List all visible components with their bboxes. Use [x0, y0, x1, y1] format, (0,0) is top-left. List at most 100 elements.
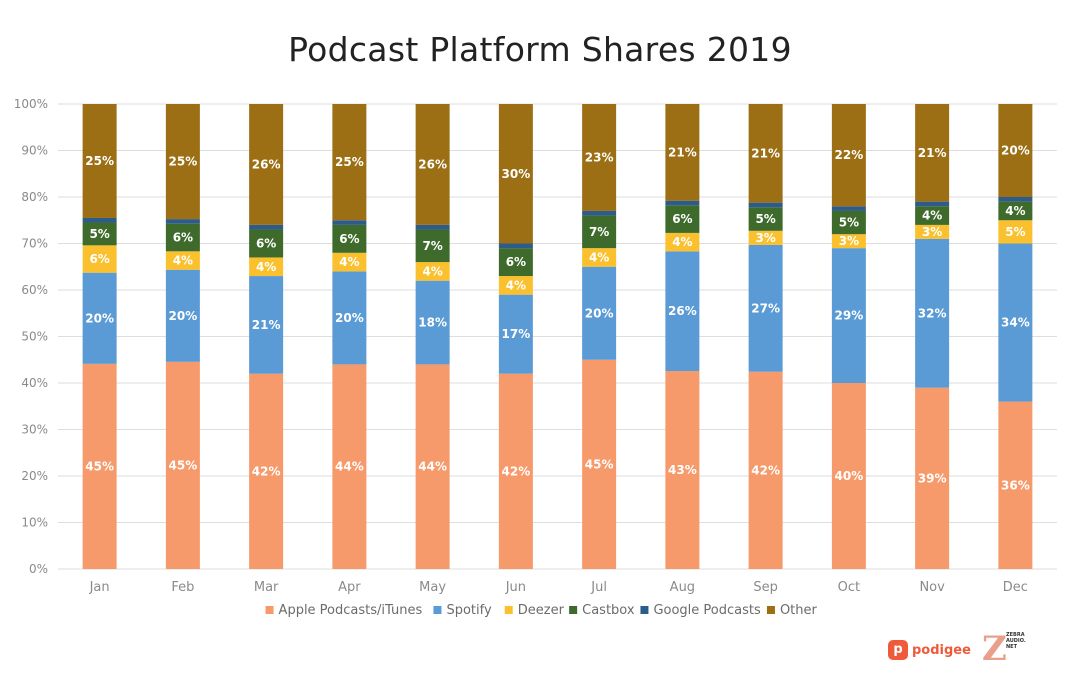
bar-segment — [332, 220, 367, 225]
data-label: 22% — [835, 148, 864, 162]
bar-segment — [831, 234, 866, 249]
x-tick-label: Dec — [1003, 580, 1028, 595]
bar-segment — [415, 224, 450, 230]
bar-segment — [249, 257, 284, 277]
x-tick-label: Apr — [338, 580, 361, 595]
data-label: 21% — [751, 146, 780, 160]
data-label: 21% — [252, 318, 281, 332]
y-tick-label: 70% — [21, 237, 48, 251]
y-tick-label: 30% — [21, 423, 48, 437]
legend-item: Other — [766, 603, 818, 618]
data-label: 21% — [668, 145, 697, 159]
data-label: 20% — [169, 309, 198, 323]
bar-segment — [249, 104, 284, 225]
data-label: 27% — [751, 301, 780, 315]
data-label: 4% — [506, 278, 526, 292]
legend-swatch — [766, 606, 775, 614]
data-label: 4% — [589, 250, 609, 264]
y-axis: 0% 10% 20% 30% 40% 50% 60% 70% 80% 90% 100% — [14, 97, 48, 576]
legend-swatch — [504, 606, 513, 614]
bar-segment — [665, 371, 700, 569]
data-label: 20% — [585, 306, 614, 320]
bar-segment — [665, 104, 700, 201]
data-label: 4% — [173, 254, 193, 268]
bar-segment — [998, 201, 1033, 221]
data-label: 42% — [502, 464, 531, 478]
data-label: 34% — [1001, 316, 1030, 330]
bar-segment — [915, 104, 950, 202]
data-label: 4% — [256, 260, 276, 274]
legend-label: Spotify — [446, 603, 492, 618]
data-label: 4% — [672, 235, 692, 249]
bar-segment — [498, 294, 533, 374]
bar-segment — [82, 222, 117, 246]
data-label: 5% — [839, 216, 859, 230]
bar-segment — [415, 262, 450, 281]
bar-segment — [332, 364, 367, 569]
data-label: 26% — [418, 157, 447, 171]
bar-segment — [915, 206, 950, 225]
legend-label: Deezer — [518, 603, 565, 618]
data-label: 23% — [585, 150, 614, 164]
data-label: 6% — [339, 232, 359, 246]
bar-segment — [82, 217, 117, 223]
bar-segment — [498, 104, 533, 244]
podigee-logo: p podigee — [888, 640, 971, 660]
bar-segment — [415, 280, 450, 365]
bar-segment — [82, 245, 117, 273]
y-tick-label: 60% — [21, 283, 48, 297]
bar-segment — [498, 248, 533, 277]
data-label: 40% — [835, 469, 864, 483]
chart-title: Podcast Platform Shares 2019 — [288, 30, 792, 69]
bar-segment — [249, 229, 284, 258]
data-label: 42% — [252, 464, 281, 478]
legend-label: Other — [780, 603, 818, 618]
bar-segment — [831, 104, 866, 207]
bar-segment — [415, 104, 450, 225]
bar-segment — [415, 229, 450, 263]
legend-item: Deezer — [504, 603, 565, 618]
x-tick-label: Oct — [838, 580, 860, 595]
data-label: 45% — [585, 457, 614, 471]
x-tick-label: Sep — [753, 580, 778, 595]
bar-segment — [831, 383, 866, 569]
bar-segment — [415, 364, 450, 569]
data-label: 6% — [672, 212, 692, 226]
bar-segment — [165, 251, 200, 270]
data-label: 39% — [918, 471, 947, 485]
bar-segment — [165, 223, 200, 252]
bar-segment — [165, 361, 200, 569]
legend-swatch — [265, 606, 274, 614]
legend-swatch — [433, 606, 442, 614]
bar-segment — [915, 238, 950, 388]
data-label: 4% — [1005, 204, 1025, 218]
podigee-logo-mark: p — [888, 640, 908, 660]
legend-item: Castbox — [569, 603, 635, 618]
data-label: 30% — [502, 167, 531, 181]
bars: 45% 20% 6% 5% 25% 45% 20% 4% 6% 25% 42% 21% 4% 6% 26% 4… — [82, 104, 1033, 569]
data-label: 5% — [89, 227, 109, 241]
bar-segment — [82, 272, 117, 364]
x-tick-label: Jul — [590, 580, 607, 595]
bar-segment — [748, 104, 783, 203]
data-label: 3% — [755, 231, 775, 245]
bar-segment — [831, 206, 866, 211]
data-label: 4% — [339, 255, 359, 269]
zebra-logo-text: ZEBRA AUDIO. NET — [1006, 632, 1026, 650]
data-label: 17% — [502, 327, 531, 341]
bar-segment — [498, 243, 533, 249]
data-label: 4% — [422, 264, 442, 278]
y-tick-label: 50% — [21, 330, 48, 344]
bar-segment — [748, 207, 783, 231]
bar-segment — [998, 220, 1033, 244]
bar-segment — [665, 200, 700, 206]
legend-label: Google Podcasts — [653, 603, 761, 618]
bar-segment — [332, 271, 367, 365]
legend-label: Apple Podcasts/iTunes — [279, 603, 423, 618]
legend-item: Apple Podcasts/iTunes — [265, 603, 423, 618]
bar-segment — [165, 104, 200, 220]
y-tick-label: 40% — [21, 376, 48, 390]
bar-segment — [249, 224, 284, 230]
x-axis: Jan Feb Mar Apr May Jun Jul Aug Sep Oct Nov Dec — [89, 580, 1028, 595]
